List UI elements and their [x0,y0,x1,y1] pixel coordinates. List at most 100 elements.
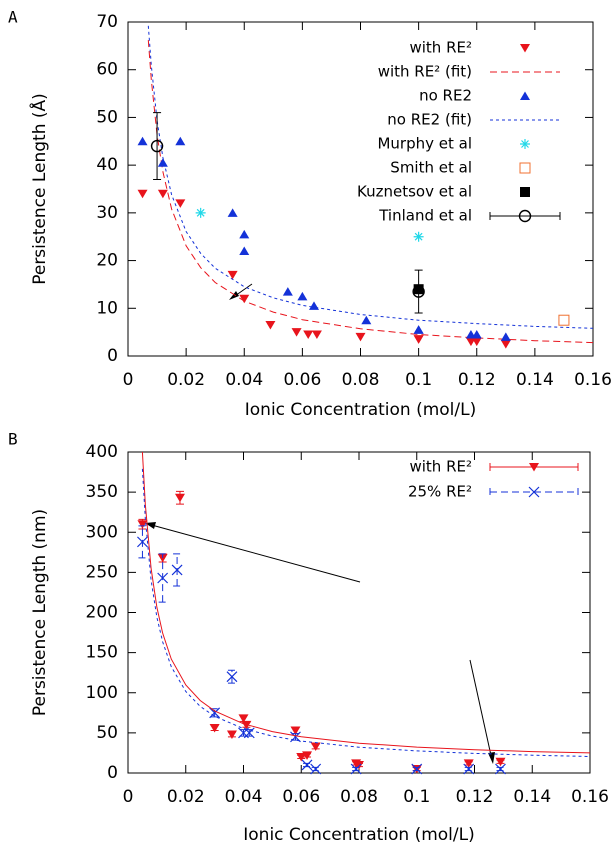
point [471,337,482,347]
x-axis-label: Ionic Concentration (mol/L) [243,825,474,845]
y-axis-label: Persistence Length (Å) [28,93,50,285]
point [157,189,168,199]
error-bar [153,112,162,180]
x-tick-label: 0.12 [458,370,496,390]
x-tick-label: 0.1 [405,370,432,390]
y-tick-label: 50 [96,107,118,127]
x-tick-label: 0.1 [403,787,430,807]
legend-label: Kuznetsov et al [357,183,472,201]
x-tick-label: 0.04 [225,370,263,390]
arrow [147,523,361,583]
legend-label: with RE² [409,458,472,476]
plot-border [127,21,594,357]
y-tick-label: 300 [86,522,118,542]
x-axis-label: Ionic Concentration (mol/L) [245,400,476,420]
x-tick-label: 0.08 [342,370,380,390]
point [227,208,238,217]
point [355,332,366,342]
fit-line [141,468,591,757]
point [463,763,475,775]
point [500,332,511,341]
point [361,315,372,325]
x-tick-label: 0.02 [167,370,205,390]
fit-line [141,451,591,754]
legend-errorbar [489,212,561,220]
x-tick-label: 0.16 [574,370,612,390]
point [175,199,186,208]
x-tick-label: 0.06 [282,787,320,807]
x-tick-label: 0.06 [283,370,321,390]
legend-label: no RE2 [419,87,472,105]
point [137,189,148,199]
point [150,139,164,153]
arrow [469,659,493,761]
arrows [147,283,493,761]
y-tick-label: 0 [107,346,118,366]
y-tick-label: 60 [96,60,118,80]
point [311,330,322,340]
y-tick-label: 350 [86,482,118,502]
point [495,763,506,775]
y-tick-label: 40 [96,155,118,175]
x-tick-label: 0.12 [456,787,494,807]
point [209,707,221,719]
y-axis-label: Persistence Length (nm) [30,509,50,716]
point [296,752,307,762]
fit-line [147,40,594,344]
panel-label: B [8,430,18,449]
point [239,246,250,256]
point [265,320,276,330]
x-tick-label: 0.04 [225,787,263,807]
point [302,751,313,760]
y-tick-label: 70 [96,12,118,32]
y-tick-label: 30 [96,203,118,223]
legend-marker [520,44,530,53]
point [171,564,183,576]
x-tick-label: 0.14 [516,370,554,390]
arrowhead [488,752,495,764]
panel-label: A [8,8,18,27]
point [239,294,250,304]
x-tick-label: 0 [123,370,134,390]
point [175,136,186,146]
legend-marker [520,139,530,149]
y-tick-label: 10 [96,298,118,318]
y-tick-label: 400 [86,442,118,462]
point [412,285,425,298]
point [291,328,302,337]
point [558,314,570,326]
x-tick-label: 0.02 [167,787,205,807]
point [137,520,148,529]
legend-marker [529,463,539,472]
point [226,730,237,739]
legend-label: 25% RE² [408,483,472,501]
point [209,724,220,733]
point [239,229,250,239]
y-tick-label: 150 [86,643,118,663]
legend-marker [520,91,530,100]
fit-line [147,25,594,329]
legend-label: with RE² [409,39,472,57]
point [290,726,301,735]
point [350,763,362,775]
x-tick-label: 0.14 [513,787,551,807]
arrowhead [229,291,239,300]
y-tick-label: 0 [107,763,118,783]
point [195,207,206,218]
point [226,671,238,683]
point [157,572,169,584]
y-tick-label: 100 [86,683,118,703]
point [241,720,252,730]
point [137,136,148,146]
point [174,493,185,503]
point [463,759,474,768]
x-tick-label: 0.08 [340,787,378,807]
chart: A Ionic Concentration (mol/L) Persistence … [8,8,612,421]
point [297,291,308,301]
legend-label: Smith et al [390,159,472,177]
point [413,335,424,344]
point [157,553,168,563]
plot-border [127,451,591,774]
legend-label: Murphy et al [377,135,472,153]
